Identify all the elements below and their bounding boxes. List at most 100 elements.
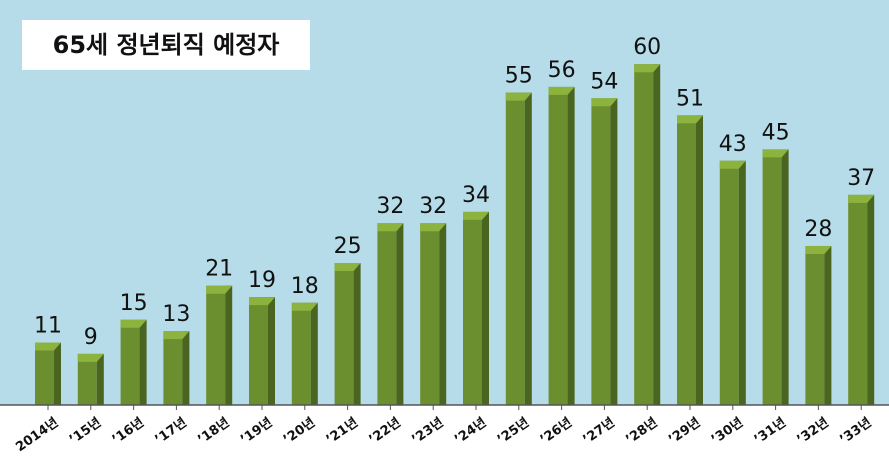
- bar-16: [719, 160, 746, 405]
- data-label: 32: [376, 194, 404, 219]
- bar-side: [139, 319, 147, 405]
- bar-2: [120, 319, 147, 405]
- bar-front: [249, 297, 268, 405]
- bar-front: [505, 92, 525, 405]
- data-label: 34: [462, 183, 490, 208]
- x-tick-label: ’18년: [195, 415, 232, 447]
- bar-top: [463, 211, 489, 220]
- x-tick-label: ’32년: [794, 415, 831, 447]
- bar-top: [206, 285, 233, 294]
- data-label: 54: [590, 69, 618, 94]
- bar-8: [377, 223, 404, 405]
- bar-side: [738, 160, 746, 405]
- data-label: 11: [34, 314, 62, 339]
- x-tick-label: ’26년: [538, 415, 575, 447]
- bar-9: [420, 223, 447, 405]
- x-tick-label: ’19년: [238, 415, 275, 447]
- bar-front: [206, 285, 226, 405]
- bar-18: [805, 245, 832, 405]
- bar-top: [163, 331, 190, 340]
- x-tick-label: ’28년: [623, 415, 660, 447]
- chart-title: 65세 정년퇴직 예정자: [52, 31, 280, 59]
- x-tick-label: ’30년: [709, 415, 746, 447]
- data-label: 25: [334, 234, 362, 259]
- bar-side: [482, 211, 489, 405]
- bar-front: [77, 353, 97, 405]
- data-labels-group: 11 9 15 13 21 19 18 25 32 32 34 55 56 54 60 51 43 45 28 37: [34, 35, 875, 350]
- data-label: 32: [419, 194, 447, 219]
- x-ticks-group: 2014년 ’15년 ’16년 ’17년 ’18년 ’19년 ’20년 ’21년 ’22년 ’23…: [13, 405, 875, 455]
- data-label: 51: [676, 86, 704, 111]
- bar-3: [163, 331, 190, 405]
- bar-side: [396, 223, 404, 405]
- data-label: 28: [804, 217, 832, 242]
- bar-front: [762, 149, 782, 405]
- bar-front: [334, 263, 354, 405]
- bar-side: [781, 149, 789, 405]
- data-label: 21: [205, 257, 233, 282]
- bar-top: [548, 86, 575, 95]
- data-label: 55: [505, 64, 533, 89]
- title-box: [22, 20, 310, 70]
- x-tick-label: ’21년: [324, 415, 361, 447]
- x-tick-label: ’27년: [580, 415, 617, 447]
- bar-front: [463, 211, 482, 405]
- bar-side: [225, 285, 233, 405]
- bar-15: [677, 115, 703, 405]
- bar-top: [334, 263, 361, 271]
- x-tick-label: ’22년: [366, 415, 403, 447]
- bar-7: [334, 263, 361, 405]
- x-tick-label: ’20년: [281, 415, 318, 447]
- bar-4: [206, 285, 233, 405]
- bar-side: [867, 194, 875, 405]
- x-tick-label: ’25년: [495, 415, 532, 447]
- bar-side: [696, 115, 703, 405]
- bar-front: [548, 86, 568, 406]
- bar-side: [268, 297, 275, 405]
- data-label: 37: [847, 166, 875, 191]
- x-tick-label: ’31년: [752, 415, 789, 447]
- bar-top: [377, 223, 404, 232]
- data-label: 45: [762, 120, 790, 145]
- bar-5: [249, 297, 275, 405]
- bar-front: [677, 115, 696, 405]
- bar-12: [548, 86, 575, 406]
- bar-top: [120, 319, 147, 328]
- x-tick-label: ’17년: [152, 415, 189, 447]
- bar-front: [377, 223, 397, 405]
- data-label: 56: [548, 58, 576, 83]
- bar-1: [77, 353, 104, 405]
- bar-19: [848, 194, 875, 405]
- bar-top: [77, 353, 104, 362]
- bar-10: [463, 211, 489, 405]
- bar-top: [719, 160, 746, 169]
- bar-front: [805, 245, 825, 405]
- x-tick-label: ’33년: [837, 415, 874, 447]
- bar-top: [35, 342, 61, 351]
- bar-side: [353, 263, 361, 405]
- bar-side: [182, 331, 190, 405]
- bar-top: [805, 245, 832, 254]
- bar-0: [35, 342, 61, 405]
- bar-side: [524, 92, 532, 405]
- bar-top: [249, 297, 275, 306]
- bar-11: [505, 92, 532, 405]
- bar-top: [677, 115, 703, 124]
- bar-top: [291, 302, 318, 311]
- bar-front: [719, 160, 739, 405]
- bar-side: [653, 64, 661, 405]
- data-label: 60: [633, 35, 661, 60]
- data-label: 15: [120, 291, 148, 316]
- bar-14: [634, 64, 661, 405]
- data-label: 13: [162, 302, 190, 327]
- x-tick-label: 2014년: [13, 415, 61, 455]
- bar-side: [824, 245, 832, 405]
- bar-front: [848, 194, 868, 405]
- bar-top: [634, 64, 661, 73]
- bars-group: [35, 64, 875, 406]
- data-label: 19: [248, 268, 276, 293]
- bar-13: [591, 98, 618, 405]
- bar-front: [120, 319, 140, 405]
- bar-side: [96, 353, 104, 405]
